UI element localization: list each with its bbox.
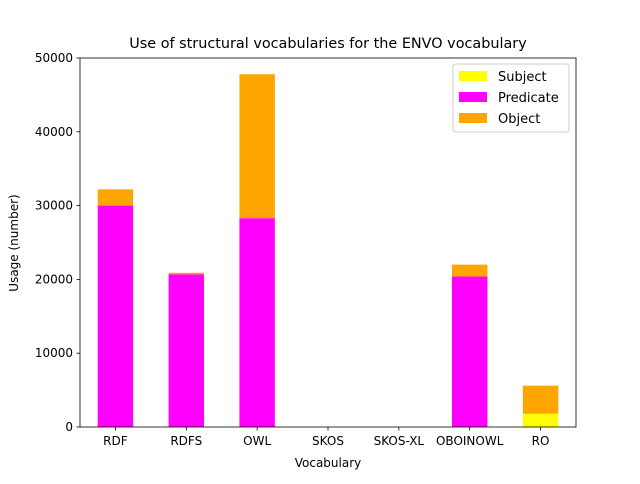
bar-predicate-rdfs — [168, 274, 204, 427]
legend-label-object: Object — [498, 112, 540, 127]
bar-object-rdfs — [168, 272, 204, 275]
x-tick-label-skos: SKOS — [312, 434, 344, 448]
chart-title: Use of structural vocabularies for the E… — [129, 36, 527, 52]
legend-swatch-predicate — [459, 92, 487, 102]
y-tick-label: 20000 — [35, 272, 73, 286]
legend: Subject Predicate Object — [452, 63, 570, 133]
bar-subject-ro — [522, 413, 559, 427]
x-tick-label-owl: OWL — [243, 434, 271, 448]
y-tick-label: 0 — [65, 420, 73, 434]
bar-object-ro — [522, 385, 559, 414]
bar-predicate-oboinowl — [452, 276, 488, 427]
y-tick-label: 10000 — [35, 346, 73, 360]
y-axis-label: Usage (number) — [7, 194, 21, 291]
bar-object-oboinowl — [452, 264, 488, 277]
y-tick-label: 30000 — [35, 199, 73, 213]
x-tick-label-rdfs: RDFS — [170, 434, 202, 448]
bar-predicate-rdf — [97, 205, 134, 427]
legend-label-subject: Subject — [498, 70, 547, 85]
y-tick-label: 50000 — [35, 51, 73, 65]
x-tick-label-oboinowl: OBOINOWL — [436, 434, 504, 448]
legend-swatch-object — [459, 113, 487, 123]
x-tick-label-ro: RO — [532, 434, 550, 448]
bar-object-owl — [239, 74, 275, 219]
x-tick-label-rdf: RDF — [103, 434, 128, 448]
legend-label-predicate: Predicate — [498, 91, 559, 106]
bars-layer — [97, 74, 559, 427]
x-axis-label: Vocabulary — [295, 456, 362, 470]
bar-predicate-owl — [239, 218, 275, 427]
bar-object-rdf — [97, 189, 134, 206]
legend-swatch-subject — [459, 71, 487, 81]
x-tick-label-skos-xl: SKOS-XL — [374, 434, 425, 448]
axes-layer: 0 10000 20000 30000 40000 50000 RDF RDFS OWL SKOS… — [35, 51, 577, 448]
y-tick-label: 40000 — [35, 125, 73, 139]
